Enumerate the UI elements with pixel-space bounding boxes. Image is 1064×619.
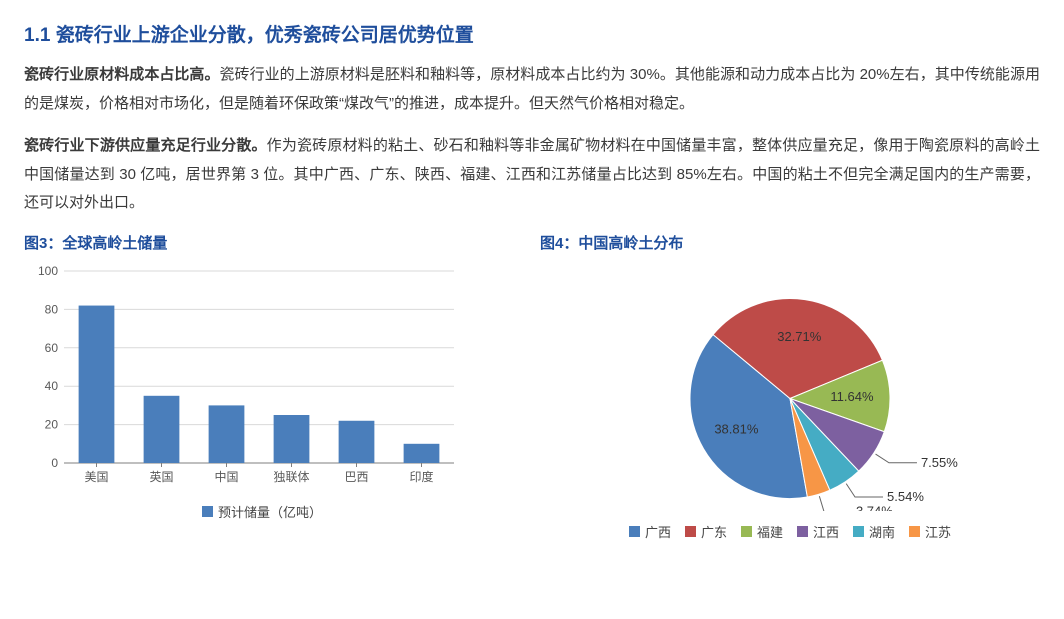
chart4-legend-item: 湖南 [853,522,895,541]
chart4-title: 图4：中国高岭土分布 [540,232,1040,253]
svg-text:11.64%: 11.64% [830,388,874,403]
paragraph-2: 瓷砖行业下游供应量充足行业分散。作为瓷砖原材料的粘土、砂石和釉料等非金属矿物材料… [24,132,1040,218]
chart4-legend-item: 江苏 [909,522,951,541]
legend-swatch [909,526,920,537]
paragraph-1: 瓷砖行业原材料成本占比高。瓷砖行业的上游原材料是胚料和釉料等，原材料成本占比约为… [24,61,1040,118]
svg-text:5.54%: 5.54% [887,488,924,503]
svg-text:3.74%: 3.74% [856,503,893,510]
svg-text:巴西: 巴西 [344,470,368,484]
chart4-legend-item: 江西 [797,522,839,541]
chart3-title: 图3：全球高岭土储量 [24,232,500,253]
legend-swatch [741,526,752,537]
chart3-legend-item: 预计储量（亿吨） [202,502,322,521]
chart3-block: 图3：全球高岭土储量 0 20 40 60 80 100 美国 英国 中国 独联体 巴西 印度 预计储… [24,232,500,541]
svg-text:100: 100 [38,264,58,278]
svg-text:32.71%: 32.71% [777,329,822,344]
legend-swatch [797,526,808,537]
chart4-legend-item: 广东 [685,522,727,541]
legend-label: 广东 [701,522,727,541]
svg-text:80: 80 [45,302,59,316]
chart3-plot: 0 20 40 60 80 100 美国 英国 中国 独联体 巴西 印度 [24,261,500,496]
section-title: 1.1 瓷砖行业上游企业分散，优秀瓷砖公司居优势位置 [24,20,1040,47]
paragraph-1-lead: 瓷砖行业原材料成本占比高。 [24,66,220,83]
legend-swatch [685,526,696,537]
paragraph-2-lead: 瓷砖行业下游供应量充足行业分散。 [24,137,267,154]
svg-text:7.55%: 7.55% [921,454,958,469]
legend-label: 江苏 [925,522,951,541]
chart4-block: 图4：中国高岭土分布 38.81% 32.71% 11.64% 7.55% 5.54%3… [540,232,1040,541]
svg-text:40: 40 [45,379,59,393]
legend-swatch [853,526,864,537]
chart3-legend: 预计储量（亿吨） [24,502,500,521]
chart4-plot: 38.81% 32.71% 11.64% 7.55% 5.54%3.74% [540,261,1040,516]
legend-label: 广西 [645,522,671,541]
svg-text:60: 60 [45,340,59,354]
svg-text:0: 0 [51,456,58,470]
svg-text:印度: 印度 [409,469,433,484]
legend-swatch [202,506,213,517]
chart4-legend: 广西 广东 福建 江西 湖南 江苏 [540,522,1040,541]
chart4-legend-item: 广西 [629,522,671,541]
svg-text:38.81%: 38.81% [714,421,759,436]
svg-text:独联体: 独联体 [273,470,309,484]
svg-text:中国: 中国 [214,469,238,484]
chart4-legend-item: 福建 [741,522,783,541]
svg-text:英国: 英国 [149,470,173,484]
svg-text:美国: 美国 [84,470,108,484]
legend-label: 预计储量（亿吨） [218,502,322,521]
charts-row: 图3：全球高岭土储量 0 20 40 60 80 100 美国 英国 中国 独联体 巴西 印度 预计储… [24,232,1040,541]
legend-label: 湖南 [869,522,895,541]
legend-label: 江西 [813,522,839,541]
legend-swatch [629,526,640,537]
legend-label: 福建 [757,522,783,541]
svg-text:20: 20 [45,417,59,431]
